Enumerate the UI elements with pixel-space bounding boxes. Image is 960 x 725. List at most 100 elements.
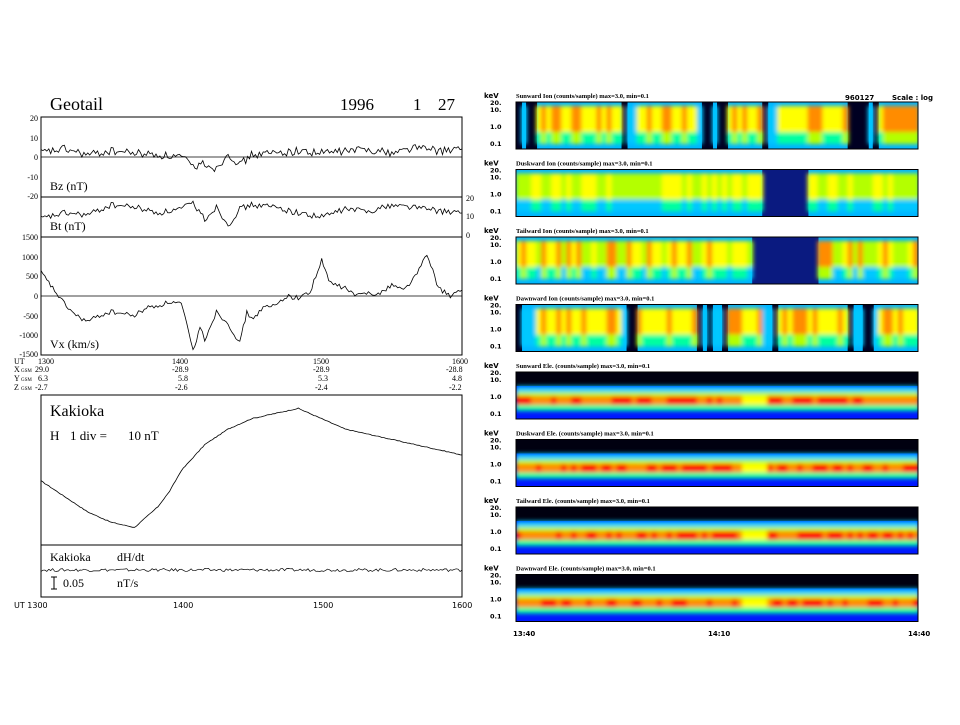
spectrogram-cell	[711, 459, 718, 466]
spectrogram-cell	[591, 594, 598, 601]
spectrogram-cell	[711, 574, 718, 589]
spectrogram-cell	[902, 392, 909, 398]
spectrogram-cell	[752, 237, 759, 284]
spectrogram-cell	[586, 527, 593, 533]
spectrogram-cell	[536, 574, 543, 589]
spectrogram-cell	[722, 304, 729, 352]
spectrogram-cell	[722, 241, 729, 269]
spectrogram-cell	[686, 574, 693, 589]
spectrogram-cell	[586, 308, 593, 337]
spectrogram-cell	[696, 199, 703, 212]
spectrogram-cell	[797, 132, 804, 144]
spectrogram-cell	[872, 392, 879, 398]
spectrogram-cell	[621, 527, 628, 533]
spectrogram-cell	[787, 308, 794, 337]
spectrogram-cell	[566, 472, 573, 479]
spectrogram-cell	[882, 507, 889, 521]
spectrogram-cell	[591, 472, 598, 479]
spectrogram-cell	[546, 463, 553, 474]
spectrogram-cell	[877, 392, 884, 398]
spectrogram-cell	[691, 396, 698, 406]
spectrogram-cell	[777, 372, 784, 386]
spectrogram-cell	[762, 102, 769, 149]
spectrogram-cell	[631, 453, 638, 462]
orbit-value: 4.8	[452, 374, 462, 383]
spectrogram-cell	[817, 386, 824, 394]
spectrogram-cell	[762, 598, 769, 609]
spectrogram-cell	[717, 267, 724, 279]
spectrogram-cell	[877, 308, 884, 337]
spectrogram-cell	[641, 372, 648, 386]
bt-series-line	[40, 200, 463, 227]
spectrogram-cell	[882, 334, 889, 347]
spectrogram-cell	[616, 598, 623, 609]
spectrogram-cell	[802, 527, 809, 533]
spectrogram-cell	[812, 372, 819, 386]
spectrogram-cell	[601, 459, 608, 466]
spectrogram-cell	[872, 588, 879, 597]
spectrogram-cell	[792, 507, 799, 521]
spectrogram-cell	[711, 396, 718, 406]
spectrogram-cell	[852, 463, 859, 474]
vx-tick-label: -500	[23, 312, 38, 321]
spectrogram-cell	[802, 396, 809, 406]
spectrogram-cell	[671, 507, 678, 521]
spectrogram-cell	[516, 405, 523, 411]
spectrogram-cell	[571, 405, 578, 411]
spectrogram-cell	[676, 106, 683, 134]
spectrogram-cell	[526, 453, 533, 462]
spectrogram-cell	[616, 199, 623, 212]
spectrogram-cell	[596, 396, 603, 406]
energy-tick: 20.	[490, 572, 502, 580]
spectrogram-cell	[656, 453, 663, 462]
spectrogram-cell	[596, 521, 603, 529]
spectrogram-cell	[782, 132, 789, 144]
spectrogram-cell	[902, 574, 909, 589]
spectrogram-cell	[566, 267, 573, 279]
spectrogram-cell	[717, 574, 724, 589]
spectrogram-cell	[872, 241, 879, 269]
spectrogram-cell	[812, 588, 819, 597]
spectrogram-cell	[651, 439, 658, 454]
spectrogram-cell	[797, 459, 804, 466]
spectrogram-cell	[611, 594, 618, 601]
spectrogram-cell	[611, 453, 618, 462]
spectrogram-cell	[827, 588, 834, 597]
spectrogram-cell	[867, 392, 874, 398]
spectrogram-cell	[671, 574, 678, 589]
spectrogram-cell	[752, 199, 759, 212]
spectrogram-cell	[797, 372, 804, 386]
spectrogram-cell	[762, 574, 769, 589]
spectrogram-cell	[797, 574, 804, 589]
spectrogram-cell	[877, 574, 884, 589]
spectrogram-cell	[842, 241, 849, 269]
spectrogram-cell	[636, 472, 643, 479]
spectrogram-cell	[536, 372, 543, 386]
spectrogram-cell	[882, 241, 889, 269]
spectrogram-cell	[606, 472, 613, 479]
spectrogram-cell	[666, 507, 673, 521]
spectrogram-cell	[661, 472, 668, 479]
spectrogram-cell	[797, 237, 804, 284]
spectrogram-cell	[566, 463, 573, 474]
spectrogram-cell	[747, 472, 754, 479]
spectrogram-cell	[732, 521, 739, 529]
spectrogram-cell	[601, 372, 608, 386]
spectrogram-cell	[882, 308, 889, 337]
spectrogram-cell	[727, 334, 734, 347]
spectrogram-cell	[631, 132, 638, 144]
energy-tick: 1.0	[490, 393, 502, 401]
spectrogram-cell	[877, 396, 884, 406]
spectrogram-cell	[701, 405, 708, 411]
spectrogram-cell	[681, 574, 688, 589]
spectrogram-cell	[561, 132, 568, 144]
spectrogram-cell	[897, 241, 904, 269]
spectrogram-cell	[887, 540, 894, 546]
spectrogram-cell	[606, 392, 613, 398]
spectrogram-cell	[757, 594, 764, 601]
spectrogram-cell	[656, 372, 663, 386]
spectrogram-cell	[541, 521, 548, 529]
spectrogram-cell	[601, 405, 608, 411]
spectrogram-cell	[596, 507, 603, 521]
energy-tick: 1.0	[490, 596, 502, 604]
